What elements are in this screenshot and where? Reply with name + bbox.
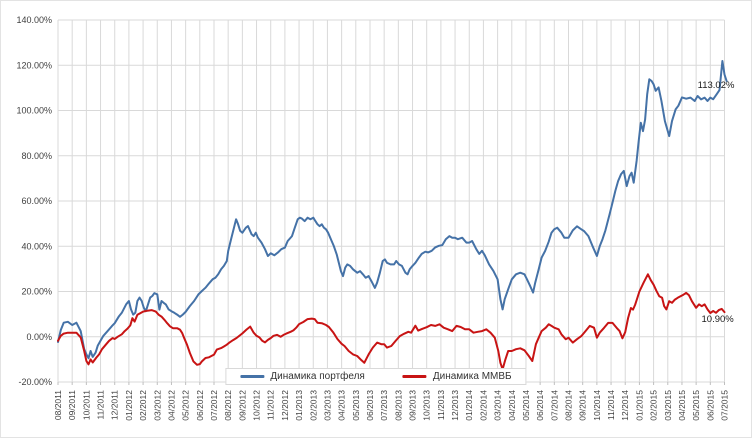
x-tick-label: 01/2012 [124, 390, 134, 421]
x-tick-label: 03/2015 [663, 390, 673, 421]
y-tick-label: 60.00% [21, 196, 52, 206]
x-tick-label: 11/2011 [96, 390, 106, 420]
x-tick-label: 08/2014 [564, 390, 574, 421]
x-tick-label: 05/2014 [521, 390, 531, 421]
x-tick-label: 09/2012 [237, 390, 247, 421]
x-tick-label: 01/2014 [464, 390, 474, 421]
x-tick-label: 05/2013 [351, 390, 361, 421]
y-tick-label: 120.00% [16, 60, 52, 70]
legend: Динамика портфеля Динамика ММВБ [225, 368, 527, 385]
x-tick-label: 12/2014 [620, 390, 630, 421]
x-tick-label: 01/2015 [634, 390, 644, 421]
micex-end-value-label: 10.90% [701, 314, 734, 326]
y-tick-label: 0.00% [26, 332, 52, 342]
x-tick-label: 04/2013 [337, 390, 347, 421]
x-tick-label: 10/2012 [252, 390, 262, 421]
x-tick-label: 09/2014 [578, 390, 588, 421]
x-tick-label: 05/2012 [181, 390, 191, 421]
x-tick-label: 06/2013 [365, 390, 375, 421]
portfolio-line [57, 60, 728, 360]
x-tick-label: 05/2015 [691, 390, 701, 421]
y-tick-label: 40.00% [21, 241, 52, 251]
x-tick-label: 07/2012 [209, 390, 219, 421]
x-tick-label: 09/2011 [67, 390, 77, 420]
x-tick-label: 11/2014 [606, 390, 616, 420]
axis-labels: 140.00% 120.00% 100.00% 80.00% 60.00% 40.00% 2… [16, 15, 729, 421]
x-tick-label: 08/2012 [223, 390, 233, 421]
x-tick-label: 12/2012 [280, 390, 290, 421]
x-tick-label: 02/2012 [138, 390, 148, 421]
gridlines [57, 19, 725, 385]
x-tick-label: 04/2012 [166, 390, 176, 421]
x-tick-label: 03/2012 [152, 390, 162, 421]
x-tick-label: 08/2011 [53, 390, 63, 420]
x-tick-label: 10/2014 [592, 390, 602, 421]
legend-label-micex: Динамика ММВБ [432, 371, 512, 382]
y-tick-label: 20.00% [21, 287, 52, 297]
x-tick-label: 01/2013 [294, 390, 304, 421]
x-tick-label: 12/2011 [110, 390, 120, 420]
x-tick-label: 03/2014 [493, 390, 503, 421]
x-tick-label: 02/2015 [649, 390, 659, 421]
x-tick-label: 11/2013 [436, 390, 446, 420]
y-tick-label: -20.00% [18, 377, 52, 387]
x-tick-label: 08/2013 [393, 390, 403, 421]
legend-label-portfolio: Динамика портфеля [270, 371, 365, 382]
x-tick-label: 03/2013 [322, 390, 332, 421]
x-tick-label: 02/2014 [478, 390, 488, 421]
y-tick-label: 80.00% [21, 151, 52, 161]
portfolio-line-swatch [240, 375, 265, 378]
x-tick-label: 10/2013 [422, 390, 432, 421]
micex-line-swatch [402, 375, 427, 378]
x-tick-label: 06/2012 [195, 390, 205, 421]
x-tick-label: 07/2015 [720, 390, 730, 421]
legend-item-micex: Динамика ММВБ [402, 371, 512, 382]
x-tick-label: 10/2011 [81, 390, 91, 420]
x-tick-label: 04/2014 [507, 390, 517, 421]
micex-line [57, 273, 726, 371]
series-lines [57, 60, 728, 371]
x-tick-label: 06/2014 [535, 390, 545, 421]
y-tick-label: 100.00% [16, 106, 52, 116]
portfolio-end-value-label: 113.02% [697, 80, 735, 92]
legend-item-portfolio: Динамика портфеля [240, 371, 365, 382]
x-tick-label: 09/2013 [408, 390, 418, 421]
x-tick-label: 06/2015 [705, 390, 715, 421]
x-tick-label: 04/2015 [677, 390, 687, 421]
x-tick-label: 07/2013 [379, 390, 389, 421]
x-tick-label: 07/2014 [549, 390, 559, 421]
x-tick-label: 11/2012 [266, 390, 276, 420]
x-tick-label: 12/2013 [450, 390, 460, 421]
x-tick-label: 02/2013 [308, 390, 318, 421]
y-tick-label: 140.00% [16, 15, 52, 25]
